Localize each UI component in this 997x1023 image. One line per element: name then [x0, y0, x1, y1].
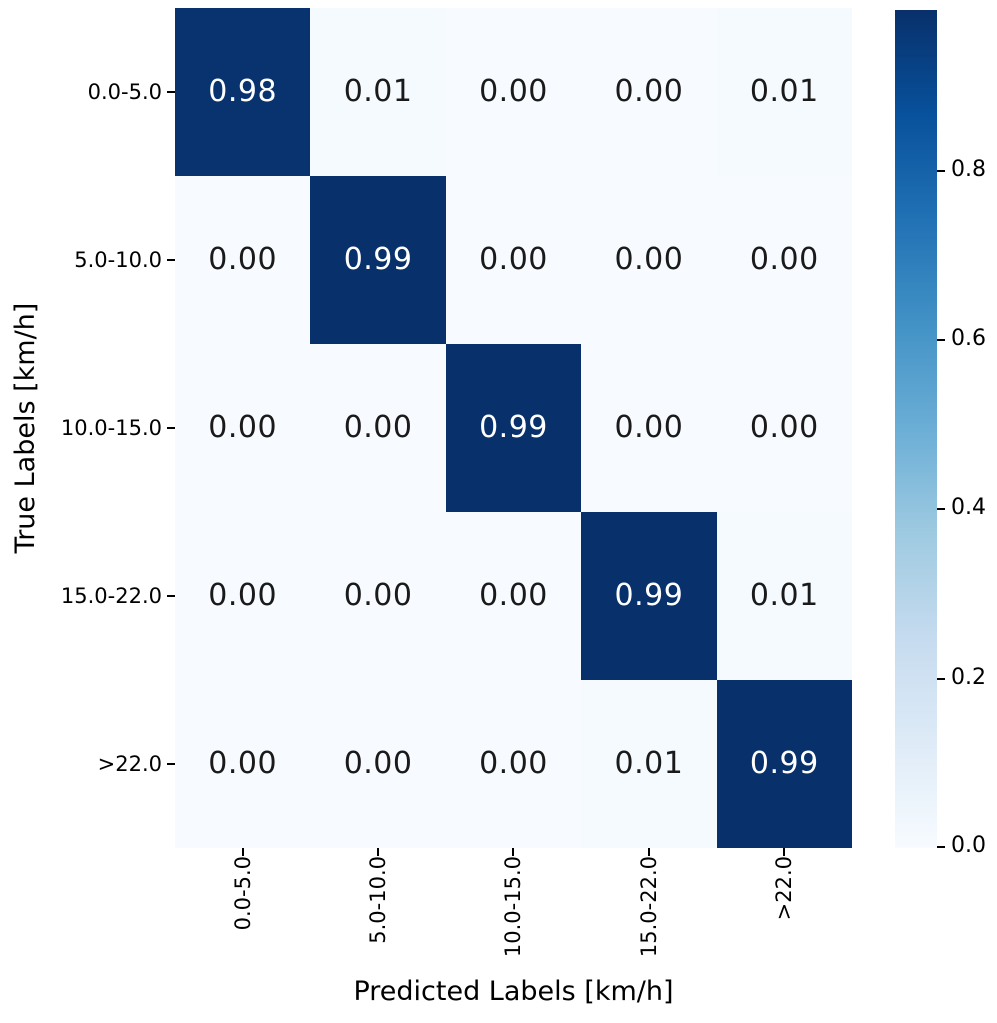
matrix-cell: 0.00 [581, 176, 717, 344]
matrix-cell: 0.99 [581, 512, 717, 680]
colorbar-tick-label: 0.4 [951, 495, 986, 520]
y-tick-label: 5.0-10.0 [74, 248, 162, 272]
y-tick-label: 15.0-22.0 [60, 584, 162, 608]
y-tick-mark [167, 427, 175, 429]
x-tick-mark [242, 848, 244, 856]
matrix-cell: 0.99 [716, 680, 852, 848]
x-axis-title: Predicted Labels [km/h] [353, 976, 674, 1007]
matrix-cell: 0.01 [716, 512, 852, 680]
x-tick-mark [512, 848, 514, 856]
matrix-cell: 0.00 [175, 344, 311, 512]
matrix-cell: 0.00 [175, 176, 311, 344]
colorbar-tick-mark [937, 508, 945, 510]
matrix-cell: 0.00 [310, 512, 446, 680]
colorbar-tick-label: 0.0 [951, 833, 986, 858]
matrix-cell: 0.00 [175, 680, 311, 848]
x-tick-mark [783, 848, 785, 856]
y-tick-label: 10.0-15.0 [60, 416, 162, 440]
y-tick-label: 0.0-5.0 [87, 80, 162, 104]
matrix-cell: 0.00 [445, 680, 582, 848]
y-tick-mark [167, 763, 175, 765]
matrix-cell: 0.99 [445, 344, 582, 512]
matrix-cell: 0.00 [445, 512, 582, 680]
colorbar-tick-mark [937, 678, 945, 680]
heatmap: 0.98 0.01 0.00 0.00 0.01 0.00 0.99 0.00 … [175, 8, 852, 848]
colorbar-tick-mark [937, 846, 945, 848]
colorbar-tick-label: 0.2 [951, 665, 986, 690]
y-tick-mark [167, 91, 175, 93]
y-tick-label: >22.0 [97, 752, 162, 776]
matrix-cell: 0.01 [581, 680, 717, 848]
matrix-cell: 0.98 [175, 8, 311, 176]
matrix-cell: 0.99 [310, 176, 446, 344]
matrix-cell: 0.00 [445, 8, 582, 176]
matrix-cell: 0.00 [310, 344, 446, 512]
matrix-cell: 0.00 [310, 680, 446, 848]
matrix-cell: 0.00 [445, 176, 582, 344]
matrix-cell: 0.00 [716, 344, 852, 512]
x-tick-mark [377, 848, 379, 856]
matrix-cell: 0.00 [175, 512, 311, 680]
matrix-cell: 0.01 [716, 8, 852, 176]
x-tick-mark [648, 848, 650, 856]
matrix-cell: 0.00 [716, 176, 852, 344]
colorbar [895, 10, 937, 848]
matrix-cell: 0.01 [310, 8, 446, 176]
colorbar-tick-label: 0.6 [951, 326, 986, 351]
colorbar-tick-mark [937, 339, 945, 341]
colorbar-tick-label: 0.8 [951, 157, 986, 182]
colorbar-tick-mark [937, 170, 945, 172]
matrix-cell: 0.00 [581, 8, 717, 176]
y-tick-mark [167, 595, 175, 597]
y-tick-mark [167, 259, 175, 261]
matrix-cell: 0.00 [581, 344, 717, 512]
